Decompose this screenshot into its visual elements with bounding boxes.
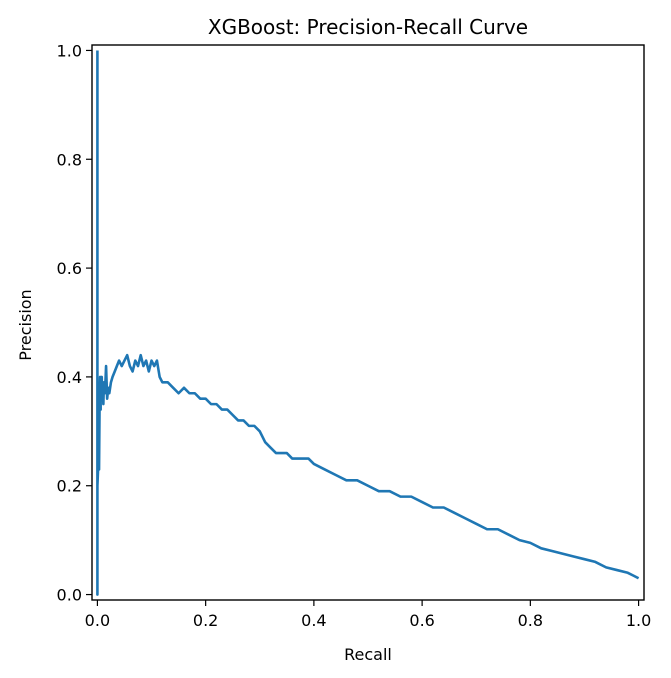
- x-tick-label: 0.4: [301, 611, 326, 630]
- x-tick-label: 0.2: [193, 611, 218, 630]
- y-axis-label: Precision: [16, 289, 35, 360]
- y-tick-label: 0.8: [57, 150, 82, 169]
- x-tick-label: 0.0: [85, 611, 110, 630]
- x-axis-label: Recall: [344, 645, 392, 664]
- y-tick-label: 1.0: [57, 41, 82, 60]
- y-tick-label: 0.2: [57, 477, 82, 496]
- y-axis: 0.0 0.2 0.4 0.6 0.8 1.0: [57, 41, 92, 605]
- x-axis: 0.0 0.2 0.4 0.6 0.8 1.0: [85, 600, 651, 630]
- plot-frame: [91, 44, 645, 601]
- x-tick-label: 0.6: [409, 611, 434, 630]
- x-tick-label: 1.0: [626, 611, 651, 630]
- y-tick-label: 0.6: [57, 259, 82, 278]
- y-tick-label: 0.0: [57, 586, 82, 605]
- series-layer: [96, 50, 640, 596]
- y-tick-label: 0.4: [57, 368, 82, 387]
- x-tick-label: 0.8: [518, 611, 543, 630]
- chart-title: XGBoost: Precision-Recall Curve: [208, 15, 528, 39]
- pr-curve-line: [96, 50, 640, 596]
